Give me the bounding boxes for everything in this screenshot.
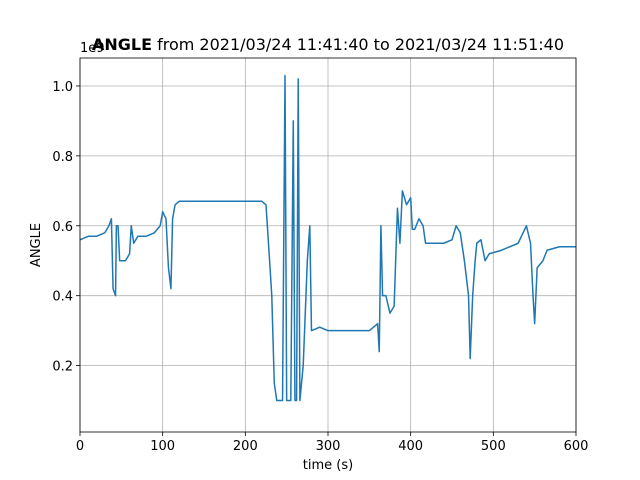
x-axis-label: time (s) [303,458,353,473]
y-tick-label: 0.8 [52,150,73,165]
x-tick-label: 0 [76,439,84,454]
y-tick-label: 1.0 [52,80,73,95]
y-tick-label: 0.6 [52,220,73,235]
y-tick-label: 0.4 [52,290,73,305]
plot-frame [79,57,577,433]
x-tick-label: 300 [316,439,341,454]
x-tick-label: 200 [233,439,258,454]
x-tick-label: 100 [150,439,175,454]
chart-title: ANGLE from 2021/03/24 11:41:40 to 2021/0… [92,35,564,54]
x-tick-label: 500 [481,439,506,454]
y-offset-label: 1e9 [80,41,105,56]
x-tick-label: 400 [398,439,423,454]
x-tick-label: 600 [564,439,589,454]
y-axis-label: ANGLE [29,223,44,267]
title-rest: from 2021/03/24 11:41:40 to 2021/03/24 1… [157,35,564,54]
data-line [79,74,576,402]
title-bold: ANGLE [92,35,152,54]
y-tick-label: 0.2 [52,360,73,375]
